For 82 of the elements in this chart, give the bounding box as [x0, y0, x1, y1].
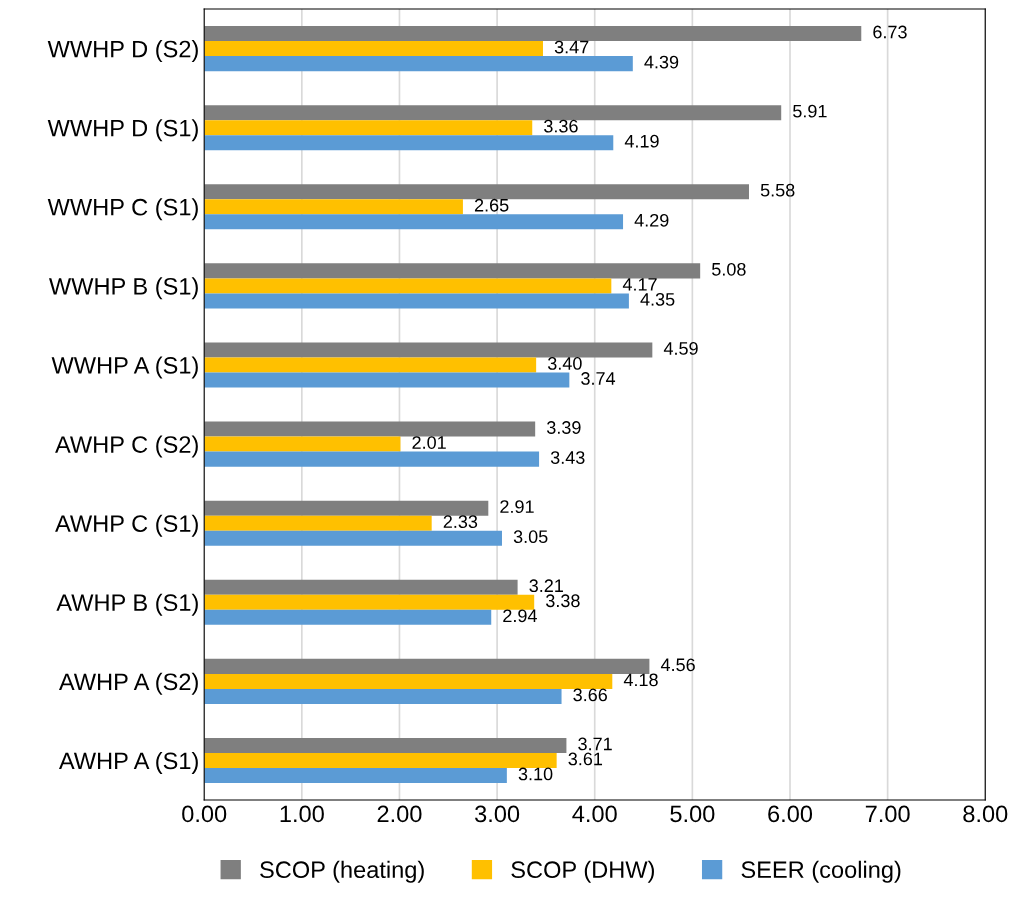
- y-tick-label: AWHP A (S1): [58, 751, 198, 774]
- data-label: 2.94: [503, 609, 537, 623]
- bar: [204, 436, 401, 452]
- bar: [204, 184, 749, 200]
- data-label: 4.18: [623, 673, 658, 687]
- data-label: 2.33: [443, 515, 478, 529]
- y-tick-label: WWHP C (S1): [47, 198, 198, 221]
- bar: [204, 737, 567, 753]
- x-tick-label: 0.00: [182, 805, 227, 823]
- bar: [204, 768, 507, 784]
- data-label: 3.05: [513, 530, 548, 544]
- bar: [204, 500, 489, 516]
- y-tick-label: WWHP A (S1): [51, 356, 198, 379]
- data-label: 3.21: [529, 579, 563, 593]
- bar: [204, 263, 701, 279]
- data-label: 2.91: [500, 500, 534, 514]
- data-label: 5.58: [760, 183, 795, 197]
- bar: [204, 105, 782, 121]
- y-tick-label: AWHP C (S1): [55, 514, 198, 537]
- data-label: 6.73: [873, 25, 907, 39]
- y-tick-label: WWHP D (S2): [47, 40, 198, 63]
- data-label: 3.43: [550, 451, 585, 464]
- y-tick-label: WWHP B (S1): [49, 277, 198, 300]
- bar: [204, 688, 562, 704]
- legend-label: SCOP (heating): [260, 860, 424, 883]
- bar: [204, 421, 536, 437]
- y-tick-label: AWHP B (S1): [56, 593, 198, 616]
- bar: [204, 673, 613, 689]
- x-tick-label: 4.00: [572, 805, 617, 823]
- data-label: 3.40: [547, 357, 582, 370]
- bar: [204, 594, 535, 610]
- bar: [204, 658, 650, 674]
- data-label: 2.01: [412, 436, 446, 449]
- data-label: 3.74: [581, 372, 616, 385]
- bar: [204, 120, 533, 136]
- bar: [204, 579, 518, 595]
- bar: [204, 530, 502, 546]
- bar: [204, 214, 624, 230]
- legend-label: SCOP (DHW): [511, 860, 654, 883]
- data-label: 4.35: [640, 292, 675, 306]
- data-label: 4.56: [660, 658, 695, 672]
- data-label: 3.10: [518, 767, 553, 781]
- bar: [204, 515, 432, 531]
- data-label: 3.39: [546, 421, 581, 434]
- bar: [204, 342, 653, 358]
- y-tick-label: WWHP D (S1): [47, 119, 198, 142]
- bar: [204, 357, 537, 373]
- x-tick-label: 7.00: [865, 805, 910, 823]
- x-tick-label: 5.00: [670, 805, 715, 823]
- data-label: 4.39: [644, 55, 679, 69]
- bar: [204, 135, 614, 151]
- data-label: 3.36: [544, 119, 578, 133]
- bar: [204, 41, 543, 57]
- data-label: 5.91: [793, 104, 827, 118]
- bar: [204, 26, 862, 42]
- data-label: 4.59: [663, 342, 698, 355]
- data-label: 3.38: [546, 594, 580, 608]
- bar: [204, 372, 570, 388]
- x-tick-label: 6.00: [768, 805, 813, 823]
- data-label: 4.17: [622, 278, 657, 291]
- x-tick-label: 3.00: [475, 805, 520, 823]
- data-label: 5.08: [712, 262, 746, 276]
- bar: [204, 199, 463, 215]
- data-label: 2.65: [474, 198, 509, 212]
- bar: [204, 609, 492, 625]
- data-label: 4.19: [624, 134, 659, 148]
- data-label: 3.61: [568, 752, 603, 766]
- y-tick-label: AWHP A (S2): [58, 672, 198, 695]
- x-tick-label: 2.00: [377, 805, 422, 823]
- bar: [204, 752, 557, 768]
- x-tick-label: 1.00: [280, 805, 324, 823]
- bar: [204, 56, 633, 72]
- bar: [204, 278, 612, 294]
- x-tick-label: 8.00: [963, 805, 1008, 823]
- data-label: 4.29: [634, 213, 669, 227]
- bar: [204, 293, 629, 309]
- bar: [204, 451, 540, 467]
- legend-label: SEER (cooling): [741, 860, 901, 883]
- data-label: 3.66: [573, 688, 607, 702]
- y-tick-label: AWHP C (S2): [55, 435, 198, 458]
- data-label: 3.71: [578, 737, 612, 751]
- data-label: 3.47: [554, 40, 589, 54]
